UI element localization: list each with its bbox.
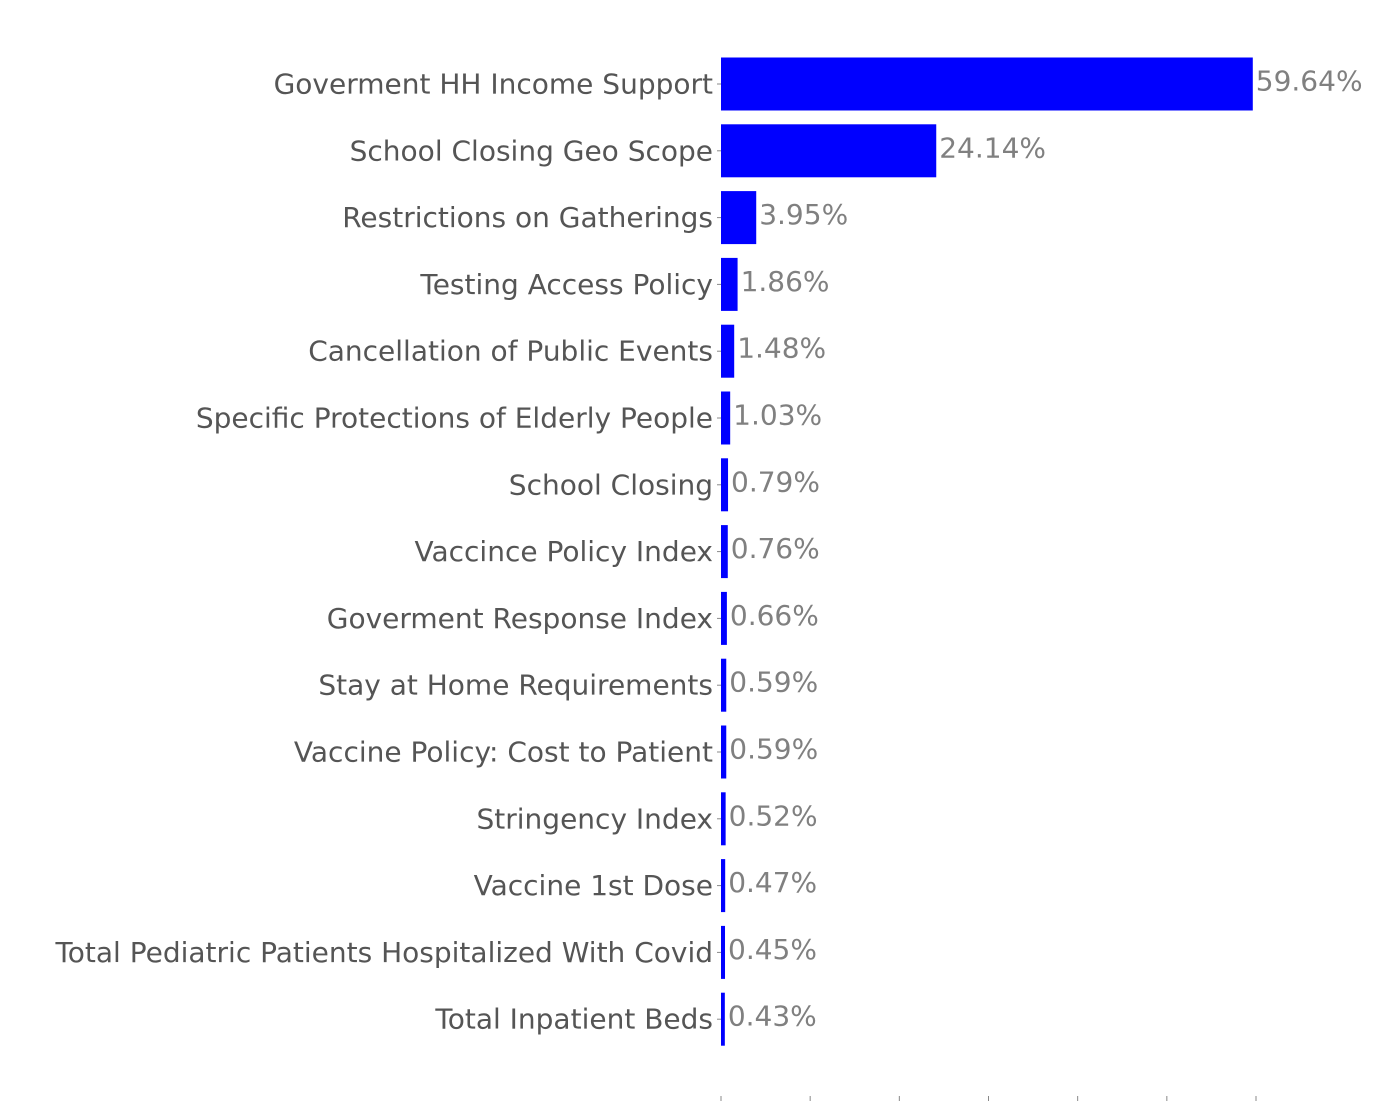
category-label: Total Inpatient Beds xyxy=(434,1003,713,1036)
bar xyxy=(721,124,937,178)
value-label: 24.14% xyxy=(939,131,1046,164)
value-labels: 59.64% 24.14% 3.95% 1.86% 1.48% 1.03% 0.79% 0.7… xyxy=(728,65,1363,1033)
bar xyxy=(721,859,726,913)
axis-ticks xyxy=(717,83,1257,1101)
value-label: 0.52% xyxy=(729,799,818,832)
bar xyxy=(721,391,731,445)
bar xyxy=(721,191,757,245)
bar xyxy=(721,57,1253,111)
value-label: 0.59% xyxy=(729,666,818,699)
value-label: 0.47% xyxy=(728,866,817,899)
bar xyxy=(721,725,727,779)
category-labels: Goverment HH Income Support School Closin… xyxy=(54,68,713,1036)
value-label: 0.45% xyxy=(728,933,817,966)
bar xyxy=(721,257,738,311)
category-label: School Closing xyxy=(509,468,713,501)
category-label: Vaccine 1st Dose xyxy=(474,869,713,902)
value-label: 3.95% xyxy=(759,198,848,231)
category-label: Testing Access Policy xyxy=(419,268,713,301)
value-label: 0.76% xyxy=(731,532,820,565)
value-label: 0.59% xyxy=(729,733,818,766)
category-label: Stringency Index xyxy=(477,802,713,835)
value-label: 59.64% xyxy=(1256,65,1363,98)
category-label: Total Pediatric Patients Hospitalized Wi… xyxy=(54,936,713,969)
bar xyxy=(721,992,725,1046)
bar xyxy=(721,324,735,378)
value-label: 1.03% xyxy=(733,399,822,432)
bar xyxy=(721,591,727,645)
category-label: Restrictions on Gatherings xyxy=(342,201,713,234)
category-label: Specific Protections of Elderly People xyxy=(196,402,713,435)
value-label: 0.43% xyxy=(728,1000,817,1033)
category-label: Cancellation of Public Events xyxy=(308,335,713,368)
category-label: Vaccince Policy Index xyxy=(415,535,714,568)
bar xyxy=(721,792,726,846)
category-label: Vaccine Policy: Cost to Patient xyxy=(294,736,713,769)
value-label: 0.79% xyxy=(731,465,820,498)
bar xyxy=(721,525,728,579)
value-label: 1.86% xyxy=(741,265,830,298)
category-label: Stay at Home Requirements xyxy=(318,669,713,702)
bar xyxy=(721,658,727,712)
category-label: Goverment HH Income Support xyxy=(274,68,713,101)
bar xyxy=(721,458,729,512)
category-label: School Closing Geo Scope xyxy=(350,134,713,167)
bars-layer xyxy=(721,57,1253,1046)
bar xyxy=(721,925,726,979)
category-label: Goverment Response Index xyxy=(327,602,713,635)
value-label: 1.48% xyxy=(737,332,826,365)
value-label: 0.66% xyxy=(730,599,819,632)
